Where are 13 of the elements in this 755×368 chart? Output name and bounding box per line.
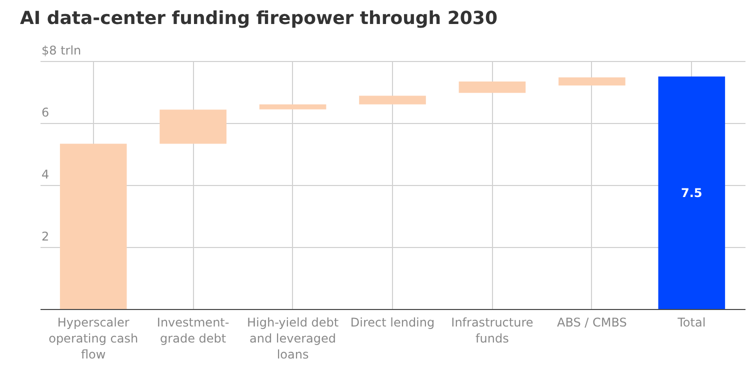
x-tick-label: Infrastructure funds: [451, 316, 534, 346]
y-tick-label: 2: [42, 230, 50, 244]
x-tick-label: Investment-grade debt: [156, 316, 230, 346]
x-tick-label: Hyperscaler operating cash flow: [48, 316, 138, 362]
x-tick-label: Total: [676, 316, 706, 330]
y-tick-label: 4: [42, 168, 50, 182]
y-tick-label: $8 trln: [42, 44, 82, 58]
chart-title: AI data-center funding firepower through 2030: [20, 8, 498, 29]
x-tick-label: ABS / CMBS: [556, 316, 627, 330]
x-tick-label: Direct lending: [350, 316, 435, 330]
y-tick-label: 6: [42, 106, 50, 120]
x-tick-label: High-yield debt and leveraged loans: [246, 316, 339, 362]
data-label: 7.5: [681, 186, 702, 200]
